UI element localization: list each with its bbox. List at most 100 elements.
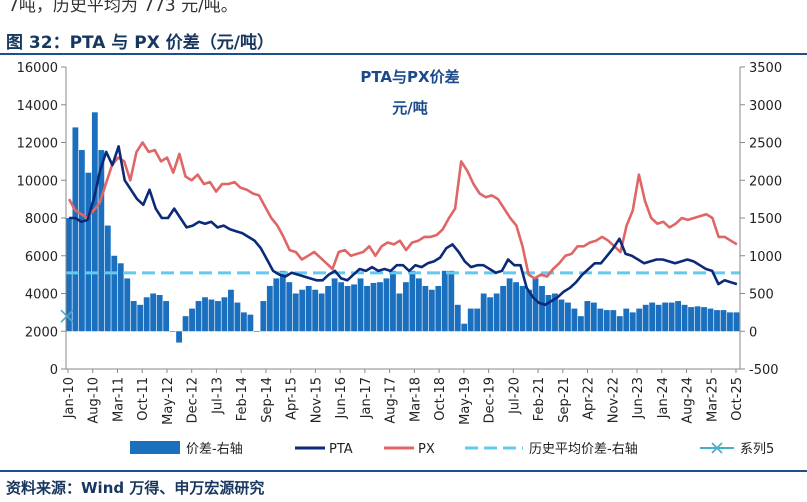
spread-bar [565,302,571,332]
spread-bar [202,297,208,332]
spread-bar [383,278,390,332]
spread-bar [720,310,727,332]
x-tick-label: Oct-25 [730,377,745,421]
spread-bar [104,225,111,332]
right-tick-label: 3500 [749,61,782,76]
spread-bar [636,308,643,332]
legend-marker-series5 [711,442,723,454]
x-tick-label: Mar-11 [111,377,126,422]
x-tick-label: Nov-15 [309,377,324,423]
right-tick-label: 1500 [749,212,782,227]
spread-bar [253,331,260,332]
x-tick-label: Mar-25 [705,377,720,422]
x-tick-label: Feb-21 [532,377,547,421]
spread-bar [137,304,144,332]
right-tick-label: 500 [749,288,774,303]
spread-bar [454,304,461,332]
chart-title-line1: PTA与PX价差 [360,68,459,86]
spread-bar [156,295,163,332]
spread-bar [357,278,364,332]
context-note: 7吨，历史平均为 773 元/吨。 [8,0,238,16]
spread-bar [597,308,604,332]
figure-title: 图 32：PTA 与 PX 价差（元/吨） [6,33,274,53]
x-tick-label: Nov-22 [606,377,621,423]
spread-bar [584,301,591,332]
spread-bar [390,270,396,332]
x-tick-label: Aug-24 [681,377,696,424]
spread-bar [396,293,403,332]
legend: 价差-右轴 PTA PX 历史平均价差-右轴 系列5 [130,441,774,457]
spread-bar [435,285,442,332]
left-tick-label: 16000 [17,61,58,76]
spread-bar [312,289,319,332]
spread-bar [428,289,435,332]
x-tick-label: Aug-17 [384,377,399,424]
x-tick-label: Sep-14 [260,377,275,423]
spread-bar [247,314,254,332]
spread-bar [668,302,675,332]
spread-bar [552,293,558,332]
right-tick-label: 3000 [749,99,782,114]
spread-bar [215,301,221,332]
spread-bar [286,282,293,332]
right-tick-label: -500 [749,363,779,378]
spread-bar [221,297,228,332]
spread-bar [513,282,519,332]
axes [61,66,745,373]
left-tick-label: 0 [50,363,58,378]
spread-bar [487,297,494,332]
chart-canvas: 0200040006000800010000120001400016000-50… [17,61,782,457]
spread-bar [325,285,332,332]
spread-bar [299,289,306,332]
spread-bar [526,289,532,332]
spread-bar [603,310,610,332]
spread-bar [701,307,707,332]
spread-bar [228,289,234,332]
spread-bar [642,304,649,332]
spread-bar [240,312,247,332]
spread-bar [655,304,662,332]
spread-bar [610,310,617,332]
x-tick-label: Oct-18 [433,377,448,421]
spread-bar [649,302,656,332]
title-divider [0,53,807,55]
x-tick-label: May-12 [161,377,176,425]
left-tick-label: 14000 [17,99,58,114]
left-tick-label: 6000 [25,250,58,265]
x-tick-label: Feb-14 [235,377,250,421]
spread-bar [694,306,701,332]
spread-bar [577,316,584,332]
spread-bar [273,278,280,332]
spread-bar [182,316,189,332]
axis-labels: 0200040006000800010000120001400016000-50… [17,61,782,425]
spread-bar [85,172,92,332]
footer-divider [0,470,807,472]
spread-bar [143,297,150,332]
spread-bar [539,285,545,332]
legend-label: PTA [329,442,353,457]
spread-bar [415,278,422,332]
spread-bar [727,312,733,332]
spread-bar [461,323,468,332]
px-line [67,141,738,280]
spread-bar [305,285,312,332]
x-tick-label: Jan-10 [62,377,77,419]
spread-bar [506,278,513,332]
x-tick-label: Oct-11 [136,377,151,421]
spread-bar [403,282,409,332]
legend-label: 系列5 [740,442,774,457]
spread-bar [344,285,351,332]
x-tick-label: Dec-19 [483,377,498,423]
spread-bar [688,307,694,332]
spread-bar [733,312,740,332]
legend-label: PX [418,442,435,457]
spread-bar [169,331,176,332]
spread-bar [519,285,526,332]
spread-bar [675,301,682,332]
spread-bar [616,316,623,332]
spread-bar [480,293,487,332]
pta-line [69,145,738,307]
right-tick-label: 2500 [749,137,782,152]
spread-bar [681,304,688,332]
x-tick-label: Apr-15 [285,377,300,420]
